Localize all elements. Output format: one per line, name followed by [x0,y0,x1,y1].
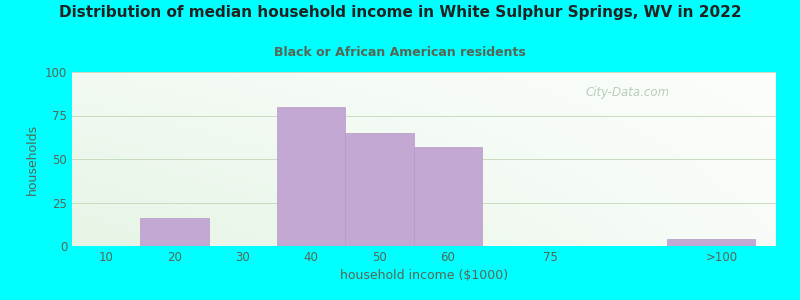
Text: Black or African American residents: Black or African American residents [274,46,526,59]
Text: Distribution of median household income in White Sulphur Springs, WV in 2022: Distribution of median household income … [58,4,742,20]
Bar [277,107,346,246]
Bar [140,218,209,246]
Bar [666,239,755,246]
Bar [414,147,482,246]
X-axis label: household income ($1000): household income ($1000) [340,269,508,282]
Text: City-Data.com: City-Data.com [586,86,670,99]
Bar [346,133,414,246]
Y-axis label: households: households [26,123,39,195]
